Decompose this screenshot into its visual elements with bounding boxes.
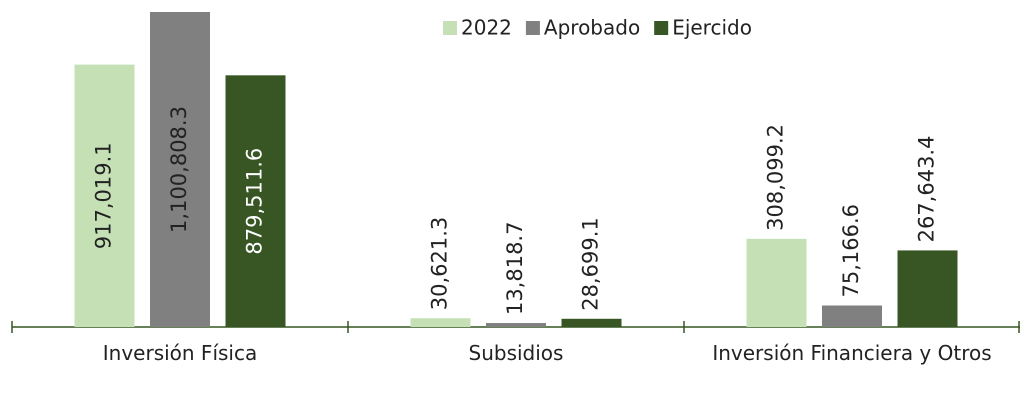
x-tick-label: Subsidios — [468, 341, 564, 365]
bar — [225, 75, 286, 327]
value-label: 308,099.2 — [764, 124, 788, 231]
bar — [410, 318, 471, 327]
bar — [486, 323, 546, 327]
bar — [897, 250, 958, 327]
value-label: 30,621.3 — [428, 217, 452, 311]
bar — [822, 305, 882, 327]
legend-label: Ejercido — [672, 16, 752, 40]
bar — [561, 318, 622, 327]
x-tick-label: Inversión Física — [102, 341, 258, 365]
value-label: 28,699.1 — [579, 217, 603, 311]
x-tick-label: Inversión Financiera y Otros — [712, 341, 992, 365]
value-label: 267,643.4 — [915, 136, 939, 243]
legend-label: 2022 — [461, 16, 512, 40]
bar — [150, 12, 210, 327]
legend-swatch — [443, 21, 457, 35]
bar — [74, 64, 135, 328]
value-label: 75,166.6 — [839, 204, 863, 298]
bar — [746, 238, 807, 327]
value-label: 1,100,808.3 — [167, 106, 191, 233]
legend-label: Aprobado — [544, 16, 640, 40]
value-label: 879,511.6 — [243, 148, 267, 255]
legend-swatch — [525, 21, 540, 35]
value-label: 917,019.1 — [92, 142, 116, 249]
value-label: 13,818.7 — [503, 222, 527, 316]
legend-swatch — [654, 21, 669, 35]
